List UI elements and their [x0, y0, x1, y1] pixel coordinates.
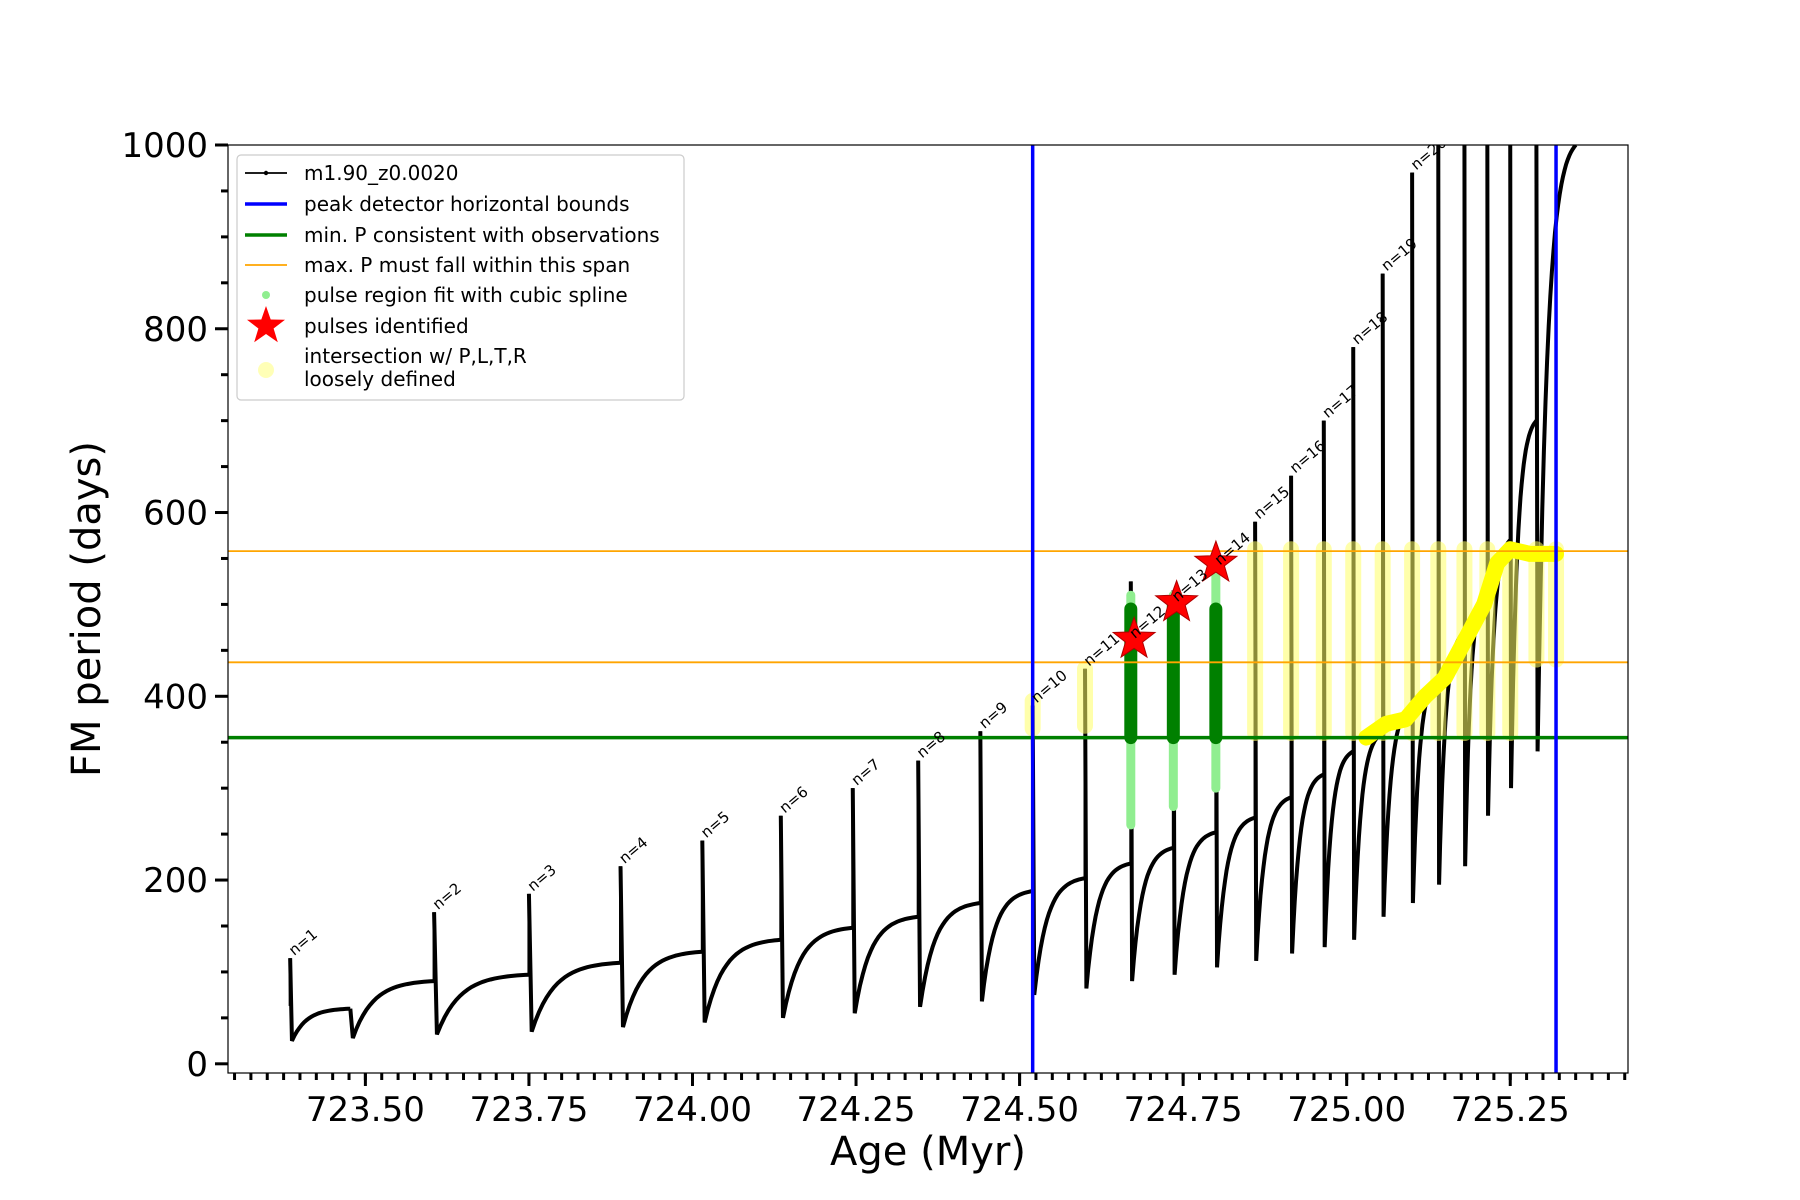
recovery-curve — [1436, 145, 1466, 885]
legend-label: pulse region fit with cubic spline — [304, 283, 628, 307]
legend-label: m1.90_z0.0020 — [304, 161, 459, 185]
recovery-curve — [288, 958, 351, 1042]
pulse-number-label: n=9 — [975, 698, 1011, 732]
pulse-number-label: n=15 — [1250, 483, 1293, 523]
legend-handle-big-dot — [258, 362, 274, 378]
pulse-number-label: n=6 — [776, 783, 812, 817]
recovery-curve — [348, 979, 435, 1039]
legend-label: intersection w/ P,L,T,R — [304, 344, 527, 368]
axes: 723.50 723.75 724.00 724.25 724.50 724.75 725.… — [121, 126, 1629, 1130]
pulse-number-label: n=5 — [697, 807, 733, 841]
pulse-number-label: n=1 — [285, 925, 321, 959]
recovery-curve — [1410, 172, 1440, 904]
recovery-curve — [700, 840, 781, 1023]
recovery-curve — [526, 893, 621, 1033]
pulse-number-label: n=19 — [1378, 234, 1421, 274]
x-tick-label: 725.00 — [1287, 1090, 1406, 1130]
recovery-curve — [1321, 420, 1355, 948]
legend-label: max. P must fall within this span — [304, 253, 630, 277]
legend-box — [236, 154, 685, 401]
pulse-number-label: n=7 — [848, 755, 884, 789]
legend-handle-star — [247, 306, 285, 343]
y-tick-label: 400 — [143, 677, 208, 717]
pulse-number-label: n=20 — [1407, 133, 1450, 173]
pulse-number-label: n=17 — [1319, 381, 1362, 421]
pulse-identified-star — [1111, 615, 1157, 659]
recovery-curve — [1213, 549, 1256, 968]
pulse-number-label: n=4 — [616, 833, 652, 867]
plot-frame — [227, 144, 1629, 1074]
recovery-curve — [850, 788, 919, 1014]
legend-label: peak detector horizontal bounds — [304, 192, 630, 216]
recovery-curve — [1171, 590, 1217, 975]
recovery-curve — [1030, 705, 1086, 996]
legend-handle-dot — [262, 291, 270, 299]
recovery-curve — [978, 731, 1033, 1002]
pulse-number-label: n=2 — [429, 879, 465, 913]
y-axis-label: FM period (days) — [64, 441, 110, 777]
recovery-curve — [1289, 475, 1325, 954]
x-axis-label: Age (Myr) — [830, 1129, 1026, 1175]
legend-label: loosely defined — [304, 367, 456, 391]
x-tick-label: 724.25 — [797, 1090, 916, 1130]
y-tick-label: 0 — [186, 1045, 208, 1085]
legend-handle-dot — [263, 170, 269, 176]
recovery-curve — [778, 815, 854, 1019]
pulse-identified-star — [1193, 539, 1239, 583]
recovery-curve — [1462, 145, 1489, 867]
legend-label: pulses identified — [304, 314, 469, 338]
pulse-number-label: n=8 — [913, 728, 949, 762]
y-tick-label: 600 — [143, 494, 208, 534]
recovery-curve — [1083, 668, 1132, 989]
recovery-curve — [432, 912, 530, 1036]
recovery-curve — [1128, 581, 1174, 982]
legend-label: min. P consistent with observations — [304, 223, 660, 247]
x-tick-label: 725.25 — [1451, 1090, 1570, 1130]
pulse-identified-star — [1154, 579, 1199, 622]
y-tick-label: 200 — [143, 861, 208, 901]
y-tick-label: 800 — [143, 310, 208, 350]
recovery-curve — [916, 760, 981, 1008]
recovery-curve — [1253, 521, 1292, 962]
y-tick-label: 1000 — [121, 126, 208, 166]
x-tick-label: 724.50 — [960, 1090, 1079, 1130]
x-tick-label: 723.50 — [306, 1090, 425, 1130]
recovery-curve — [618, 866, 703, 1028]
x-tick-label: 724.75 — [1124, 1090, 1243, 1130]
x-tick-label: 724.00 — [633, 1090, 752, 1130]
pulse-number-label: n=3 — [524, 861, 560, 895]
pulse-number-label: n=18 — [1348, 308, 1391, 348]
x-tick-label: 723.75 — [469, 1090, 588, 1130]
